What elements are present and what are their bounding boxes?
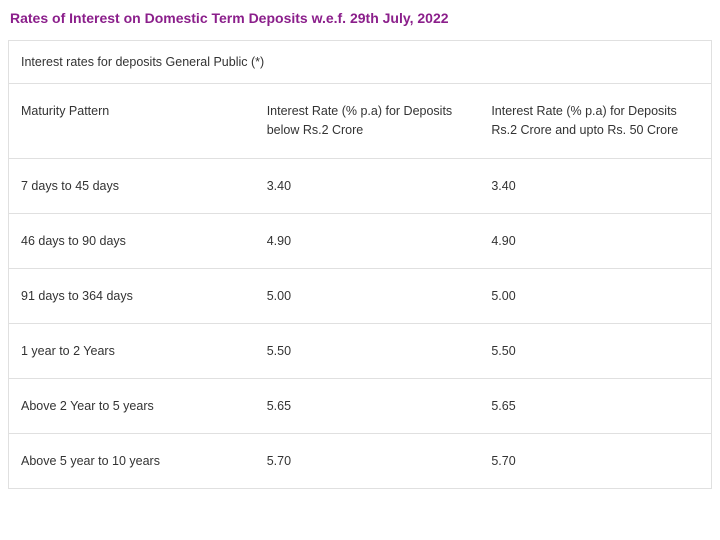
rates-table-wrapper: Interest rates for deposits General Publ… [8,40,712,489]
cell-rate-2cr-50cr: 3.40 [479,158,711,213]
cell-rate-below-2cr: 5.70 [255,433,480,488]
table-row: Above 2 Year to 5 years 5.65 5.65 [9,378,711,433]
table-row: 46 days to 90 days 4.90 4.90 [9,213,711,268]
cell-maturity: Above 2 Year to 5 years [9,378,255,433]
col-header-rate-2cr-50cr: Interest Rate (% p.a) for Deposits Rs.2 … [479,84,711,158]
cell-rate-below-2cr: 5.00 [255,268,480,323]
cell-rate-2cr-50cr: 5.65 [479,378,711,433]
cell-rate-below-2cr: 4.90 [255,213,480,268]
col-header-rate-below-2cr: Interest Rate (% p.a) for Deposits below… [255,84,480,158]
table-row: 1 year to 2 Years 5.50 5.50 [9,323,711,378]
cell-maturity: 91 days to 364 days [9,268,255,323]
table-row: 91 days to 364 days 5.00 5.00 [9,268,711,323]
table-row: Above 5 year to 10 years 5.70 5.70 [9,433,711,488]
cell-rate-below-2cr: 5.65 [255,378,480,433]
col-header-maturity: Maturity Pattern [9,84,255,158]
cell-maturity: 7 days to 45 days [9,158,255,213]
rates-table: Maturity Pattern Interest Rate (% p.a) f… [9,84,711,488]
cell-maturity: 46 days to 90 days [9,213,255,268]
cell-rate-2cr-50cr: 4.90 [479,213,711,268]
cell-rate-below-2cr: 5.50 [255,323,480,378]
table-subtitle: Interest rates for deposits General Publ… [9,41,711,84]
table-row: 7 days to 45 days 3.40 3.40 [9,158,711,213]
cell-rate-2cr-50cr: 5.50 [479,323,711,378]
cell-rate-2cr-50cr: 5.00 [479,268,711,323]
table-header-row: Maturity Pattern Interest Rate (% p.a) f… [9,84,711,158]
cell-rate-below-2cr: 3.40 [255,158,480,213]
cell-rate-2cr-50cr: 5.70 [479,433,711,488]
cell-maturity: Above 5 year to 10 years [9,433,255,488]
cell-maturity: 1 year to 2 Years [9,323,255,378]
page-title: Rates of Interest on Domestic Term Depos… [8,10,712,26]
